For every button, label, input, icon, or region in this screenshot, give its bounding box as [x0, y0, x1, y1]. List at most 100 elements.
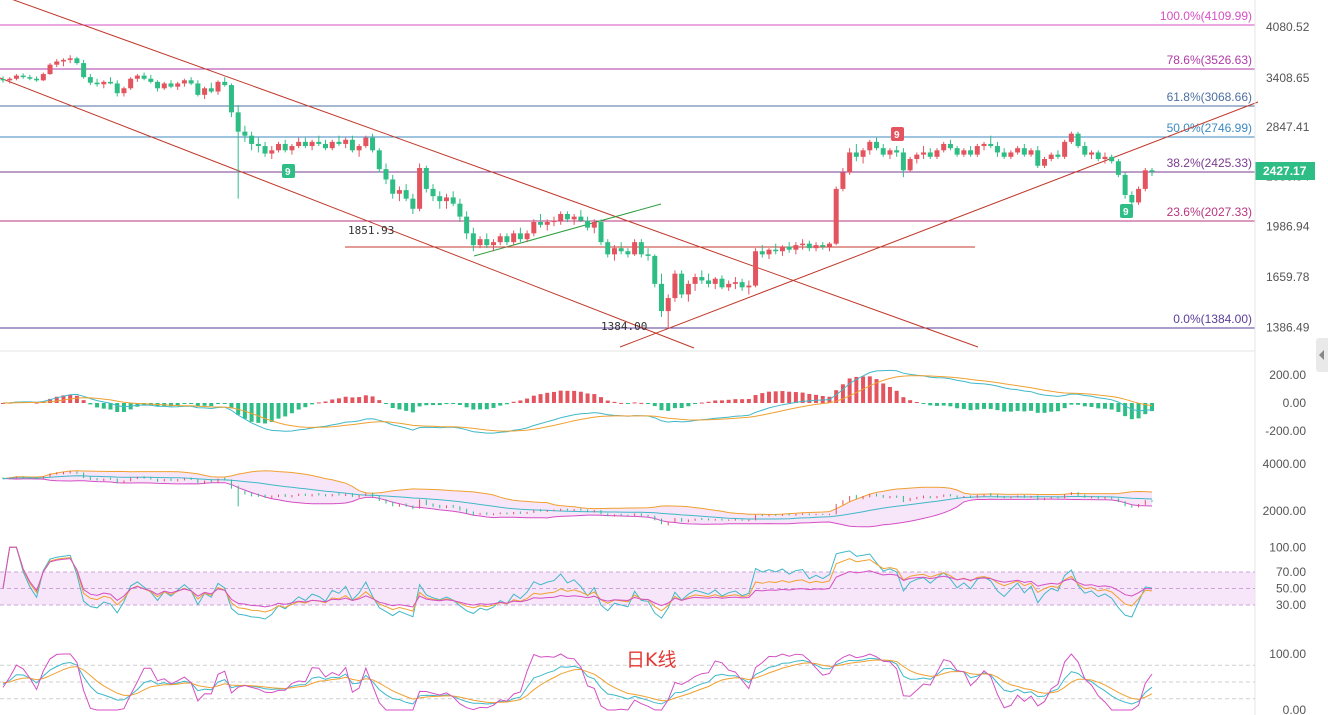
current-price-tag: 2427.17: [1255, 162, 1315, 180]
macd-bar: [168, 403, 173, 407]
candle: [847, 148, 853, 175]
macd-bar: [578, 391, 583, 403]
macd-bar: [404, 403, 409, 411]
macd-bar: [760, 393, 765, 403]
macd-bar: [887, 386, 892, 403]
candle: [1021, 143, 1027, 157]
candle: [202, 86, 208, 100]
macd-bar: [74, 395, 79, 403]
fib-label-4: 38.2%(2425.33): [1167, 156, 1252, 170]
macd-bar: [592, 394, 597, 403]
candle: [961, 148, 967, 157]
candle: [894, 146, 900, 157]
macd-bar: [881, 383, 886, 403]
candle: [484, 233, 490, 249]
macd-bar: [632, 402, 637, 404]
rsi-tick-2: 50.00: [1276, 582, 1306, 596]
candle: [887, 148, 893, 160]
macd-bar: [1049, 403, 1054, 412]
macd-bar: [175, 403, 180, 406]
candle: [228, 83, 234, 118]
macd-bar: [108, 403, 113, 410]
macd-bar: [719, 400, 724, 403]
candle: [853, 143, 859, 162]
macd-bar: [202, 403, 207, 406]
td-marker-1: 9: [282, 164, 295, 178]
macd-bar: [256, 403, 261, 423]
candle: [625, 248, 631, 258]
candle: [1129, 191, 1135, 207]
macd-bar: [874, 379, 879, 403]
macd-bar: [182, 403, 187, 404]
candle: [13, 74, 19, 81]
fib-label-3: 50.0%(2746.99): [1167, 121, 1252, 135]
candle: [74, 56, 80, 65]
candle: [564, 211, 570, 223]
macd-bar: [807, 393, 812, 403]
candle: [1001, 148, 1007, 160]
macd-bar: [457, 403, 462, 405]
fib-label-0: 100.0%(4109.99): [1160, 9, 1252, 23]
candle: [1075, 131, 1081, 149]
collapse-panel-handle[interactable]: [1316, 338, 1328, 372]
macd-bar: [605, 400, 610, 403]
macd-bar: [975, 403, 980, 410]
candle: [531, 219, 537, 237]
macd-bar: [263, 403, 268, 424]
macd-bar: [941, 403, 946, 406]
candle: [81, 59, 87, 79]
candle: [1041, 156, 1047, 169]
macd-bar: [410, 403, 415, 413]
macd-bar: [424, 403, 429, 406]
kdj-panel: 100.00 0.00: [0, 647, 1306, 715]
candle: [591, 219, 597, 234]
candle: [840, 168, 846, 192]
macd-bar: [1129, 403, 1134, 420]
candle: [316, 135, 322, 147]
candle: [94, 78, 100, 87]
boll-panel: 4000.00 2000.00: [2, 457, 1306, 528]
candle: [571, 213, 577, 225]
candle: [914, 152, 920, 164]
candle: [101, 80, 107, 89]
macd-bar: [121, 403, 126, 412]
candle: [658, 273, 664, 317]
candle: [34, 76, 40, 82]
candle: [141, 72, 147, 81]
candle: [188, 77, 194, 86]
candle: [732, 277, 738, 290]
candle: [598, 219, 604, 246]
candle: [87, 74, 93, 86]
candle: [363, 135, 369, 149]
candle: [1008, 150, 1014, 160]
candle: [161, 81, 167, 90]
candle: [793, 242, 799, 255]
price-tick-5: 1659.78: [1266, 270, 1310, 284]
macd-bar: [1082, 403, 1087, 407]
candle: [450, 191, 456, 207]
macd-bar: [1015, 403, 1020, 411]
candle: [786, 242, 792, 253]
candle: [491, 239, 497, 252]
candle: [1095, 150, 1101, 162]
kdj-j-line: [2, 653, 1153, 711]
candle: [947, 139, 953, 151]
candle: [443, 193, 449, 209]
macd-bar: [1042, 403, 1047, 413]
macd-bar: [948, 403, 953, 407]
rsi-tick-1: 70.00: [1276, 565, 1306, 579]
macd-tick-2: -200.00: [1265, 424, 1306, 438]
macd-bar: [659, 403, 664, 411]
rsi-panel: 100.00 70.00 50.00 30.00: [0, 540, 1306, 620]
candle: [773, 243, 779, 255]
kdj-tick-1: 0.00: [1283, 703, 1307, 715]
candle: [880, 143, 886, 157]
candle: [900, 148, 906, 178]
candle: [323, 139, 329, 151]
candle: [40, 72, 46, 82]
candle: [376, 148, 382, 173]
boll-mid-line: [2, 475, 1153, 520]
macd-bar: [793, 392, 798, 403]
macd-bar: [693, 403, 698, 404]
macd-bar: [431, 403, 436, 406]
